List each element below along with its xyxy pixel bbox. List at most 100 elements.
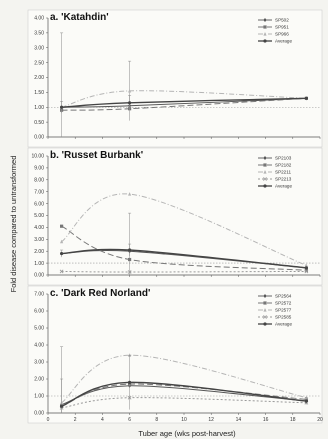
data-point	[128, 248, 132, 252]
series-average	[60, 354, 308, 413]
data-point	[127, 270, 132, 274]
series-average	[60, 243, 308, 270]
legend-marker	[263, 39, 267, 43]
series-line	[61, 225, 307, 271]
y-tick-label: 4.00	[34, 343, 44, 349]
legend-marker	[263, 308, 267, 312]
legend-marker	[263, 322, 267, 326]
y-tick-label: 3.00	[34, 45, 44, 51]
x-tick-label: 8	[155, 417, 158, 423]
legend-marker	[263, 170, 267, 174]
data-point	[128, 88, 132, 93]
data-point	[60, 404, 64, 408]
x-tick-label: 10	[181, 417, 187, 423]
y-tick-label: 7.00	[34, 292, 44, 298]
data-point	[304, 96, 308, 100]
data-point	[304, 263, 308, 268]
legend-label: SP2585	[275, 315, 292, 320]
data-point	[60, 224, 64, 228]
legend-label: SP2572	[275, 301, 292, 306]
panel-title: b. 'Russet Burbank'	[50, 150, 143, 161]
legend-label: SP502	[275, 18, 289, 23]
data-point	[59, 269, 64, 274]
series-line	[61, 354, 307, 404]
panel-frame	[27, 9, 323, 148]
legend-label: Average	[275, 184, 292, 189]
y-tick-label: 1.00	[34, 394, 44, 400]
legend-marker	[263, 315, 267, 319]
data-point	[60, 105, 64, 109]
legend-label: Average	[275, 39, 292, 44]
panel-a: 0.00 0.50 1.00 1.50 2.00 2.50 3.00 3.50 4.00 a. '…	[27, 9, 323, 148]
y-tick-label: 1.50	[34, 90, 44, 96]
data-point	[128, 101, 132, 105]
y-tick-label: 0.00	[34, 135, 44, 141]
legend-marker	[263, 32, 267, 36]
series-line	[61, 193, 307, 266]
y-tick-label: 10.00	[31, 154, 44, 160]
x-tick-label: 16	[263, 417, 269, 423]
data-point	[128, 380, 132, 384]
y-tick-label: 0.50	[34, 120, 44, 126]
y-tick-label: 9.00	[34, 166, 44, 172]
y-tick-label: 6.00	[34, 201, 44, 207]
y-tick-label: 6.00	[34, 309, 44, 315]
legend-marker	[263, 156, 267, 160]
data-point	[304, 266, 308, 270]
series-line	[61, 381, 307, 407]
y-tick-label: 1.00	[34, 261, 44, 267]
data-point	[128, 257, 132, 262]
legend-label: SP2103	[275, 156, 292, 161]
legend-marker	[263, 184, 267, 188]
data-point	[60, 239, 64, 244]
legend: SP502 SP951 SP966 Average	[258, 18, 292, 44]
legend-marker	[263, 25, 267, 29]
y-tick-label: 2.00	[34, 377, 44, 383]
legend-marker	[263, 18, 267, 22]
x-axis-label: Tuber age (wks post-harvest)	[138, 429, 236, 438]
panel-c: 0.00 1.00 2.00 3.00 4.00 5.00 6.00 7.00 0 2 4 6 8 10 1…	[27, 285, 323, 424]
y-tick-label: 0.00	[34, 411, 44, 417]
x-tick-label: 14	[236, 417, 242, 423]
legend-label: Average	[275, 322, 292, 327]
legend-label: SP2564	[275, 294, 292, 299]
panels: 0.00 0.50 1.00 1.50 2.00 2.50 3.00 3.50 4.00 a. '…	[27, 9, 323, 424]
y-tick-label: 4.00	[34, 16, 44, 22]
series-line	[61, 90, 307, 108]
y-tick-label: 2.00	[34, 75, 44, 81]
legend-marker	[263, 163, 267, 167]
panel-title: a. 'Katahdin'	[50, 12, 109, 23]
x-tick-label: 4	[101, 417, 104, 423]
y-tick-label: 3.00	[34, 360, 44, 366]
y-tick-label: 3.00	[34, 237, 44, 243]
y-tick-label: 1.00	[34, 105, 44, 111]
series-line	[61, 270, 307, 273]
legend: SP2103 SP2182 SP2211 SP2213 Average	[258, 156, 292, 189]
legend-label: SP2182	[275, 163, 292, 168]
legend-marker	[263, 177, 267, 181]
y-tick-label: 3.50	[34, 31, 44, 37]
panel-frame	[27, 147, 323, 286]
x-tick-label: 18	[290, 417, 296, 423]
legend-label: SP951	[275, 25, 289, 30]
x-tick-label: 6	[128, 417, 131, 423]
y-axis-label: Fold disease compared to untransformed	[9, 156, 18, 293]
data-point	[304, 268, 308, 272]
data-point	[128, 192, 132, 196]
data-point	[304, 269, 309, 274]
series-sp2211	[60, 192, 308, 268]
x-tick-label: 20	[317, 417, 323, 423]
series-sp2182	[60, 224, 308, 272]
series-line	[61, 397, 307, 409]
series-line	[61, 97, 307, 108]
legend-marker	[263, 294, 267, 298]
data-point	[60, 251, 64, 256]
series-sp2213	[59, 269, 309, 274]
y-tick-label: 2.50	[34, 60, 44, 66]
x-tick-label: 0	[47, 417, 50, 423]
x-tick-label: 2	[74, 417, 77, 423]
panel-b: 0.00 1.00 2.00 3.00 4.00 5.00 6.00 7.00 8.00 9.00…	[27, 147, 323, 286]
legend-label: SP2577	[275, 308, 292, 313]
series-line	[61, 248, 307, 269]
